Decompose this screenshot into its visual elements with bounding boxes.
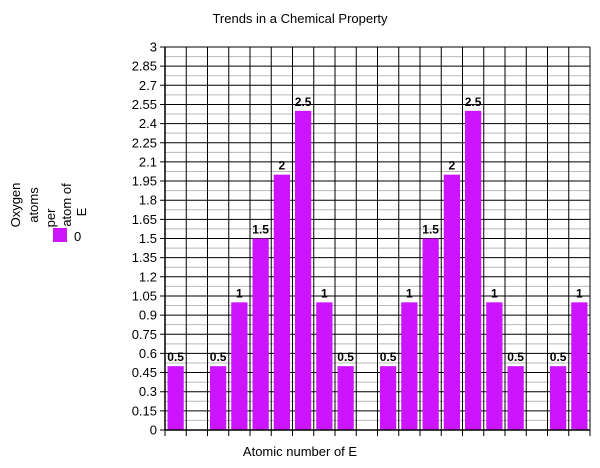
y-tick-label: 2.7 [139, 78, 157, 93]
y-tick-label: 0.9 [139, 308, 157, 323]
data-label: 0.5 [380, 350, 397, 364]
y-tick-label: 1.35 [132, 250, 157, 265]
y-tick-label: 1.5 [139, 231, 157, 246]
bar [507, 366, 524, 430]
y-tick-label: 2.85 [132, 59, 157, 74]
bar [337, 366, 354, 430]
legend-swatch [53, 228, 67, 242]
bar [252, 238, 269, 430]
data-label: 0.5 [550, 350, 567, 364]
y-tick-label: 0 [150, 423, 157, 438]
bar [422, 238, 439, 430]
data-label: 2 [279, 159, 286, 173]
bar [231, 302, 248, 430]
data-label: 1 [321, 286, 328, 300]
bar [465, 110, 482, 430]
bar [167, 366, 184, 430]
data-label: 2.5 [465, 95, 482, 109]
data-label: 1.5 [422, 223, 439, 237]
y-tick-label: 2.1 [139, 154, 157, 169]
y-tick-label: 1.65 [132, 212, 157, 227]
legend-title-line: per [43, 208, 58, 227]
legend-title-line: E [74, 207, 89, 216]
data-label: 2.5 [295, 95, 312, 109]
y-tick-label: 0.6 [139, 346, 157, 361]
y-tick-label: 1.2 [139, 269, 157, 284]
y-tick-label: 3 [150, 40, 157, 55]
bar [210, 366, 227, 430]
legend: Oxygen atoms per atom of E 0 [8, 183, 89, 244]
y-tick-label: 2.25 [132, 135, 157, 150]
data-label: 0.5 [507, 350, 524, 364]
y-tick-label: 2.55 [132, 97, 157, 112]
y-tick-label: 0.3 [139, 384, 157, 399]
data-label: 1 [406, 286, 413, 300]
y-tick-label: 1.8 [139, 193, 157, 208]
bar [401, 302, 418, 430]
x-axis-label: Atomic number of E [243, 444, 357, 459]
y-tick-label: 1.05 [132, 288, 157, 303]
data-label: 1 [236, 286, 243, 300]
y-tick-label: 2.4 [139, 116, 157, 131]
y-tick-label: 1.95 [132, 174, 157, 189]
legend-title-line: Oxygen [8, 183, 23, 228]
legend-title-line: atom of [59, 183, 74, 227]
data-label: 0.5 [210, 350, 227, 364]
data-label: 0.5 [167, 350, 184, 364]
bar [316, 302, 333, 430]
bar [571, 302, 588, 430]
legend-label: 0 [74, 229, 81, 244]
y-tick-label: 0.45 [132, 365, 157, 380]
legend-title-line: atoms [26, 187, 41, 223]
chart-title: Trends in a Chemical Property [212, 11, 388, 26]
bar [443, 174, 460, 430]
y-tick-label: 0.15 [132, 403, 157, 418]
bar [273, 174, 290, 430]
data-label: 1.5 [252, 223, 269, 237]
data-label: 0.5 [337, 350, 354, 364]
bar [380, 366, 397, 430]
bar [550, 366, 567, 430]
data-labels: 0.5 0.5 1 1.5 2 2.5 1 0.5 0.5 1 1.5 2 2.5 1 0.5 0.5 1 [167, 95, 583, 364]
y-tick-label: 0.75 [132, 327, 157, 342]
bar [295, 110, 312, 430]
data-label: 1 [491, 286, 498, 300]
bar [486, 302, 503, 430]
bars [167, 110, 588, 430]
data-label: 2 [449, 159, 456, 173]
legend-title: Oxygen atoms per atom of E [8, 183, 89, 228]
data-label: 1 [576, 286, 583, 300]
axes: 0 0.15 0.3 0.45 0.6 0.75 0.9 1.05 1.2 1.35 1.5 1.65… [132, 40, 590, 438]
